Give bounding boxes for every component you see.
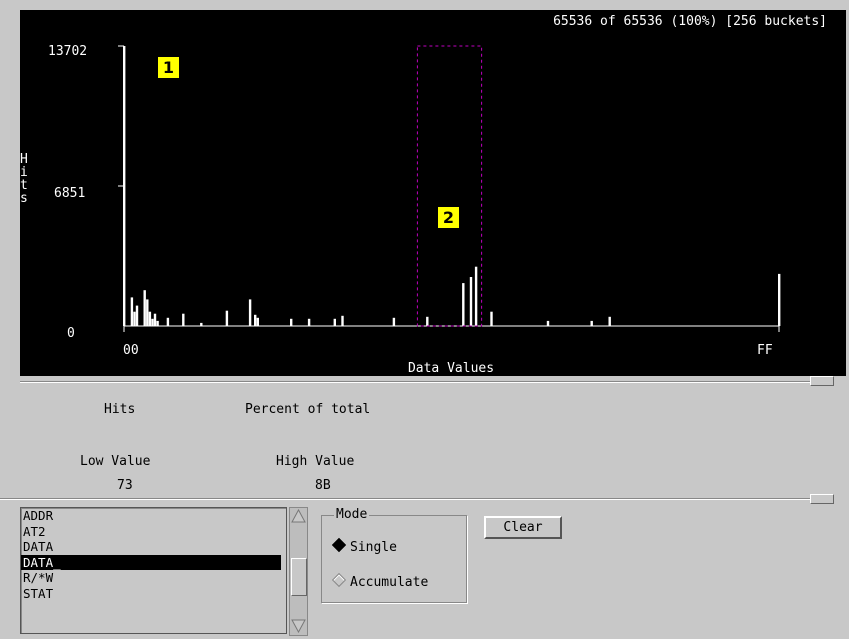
divider-top [20,381,810,382]
histogram-bar [166,317,170,326]
list-item-at2[interactable]: AT2 [23,523,46,539]
list-item-addr[interactable]: ADDR [23,508,54,523]
histogram-bar [490,311,493,326]
histogram-bar [248,299,252,326]
y-axis-label-s: s [20,191,28,206]
radio-accumulate-label: Accumulate [350,575,429,590]
histogram-bar [153,313,157,326]
marker-2[interactable]: 2 [438,207,459,228]
y-tick-label-zero: 0 [67,326,75,341]
chart-axes [118,45,780,332]
histogram-bar [225,310,229,326]
hits-label: Hits [104,402,136,417]
histogram-bar [333,318,336,326]
histogram-bar [546,320,550,326]
chart-title: 65536 of 65536 (100%) [256 buckets] [553,14,827,29]
histogram-bar [254,314,257,326]
histogram-bar [469,277,473,326]
histogram-bars [123,46,781,326]
list-scrollbar[interactable] [289,507,308,636]
high-value: 8B [315,478,331,493]
histogram-bar [474,266,478,326]
mode-title: Mode [334,507,370,522]
histogram-bar [133,311,136,326]
scrollbar-thumb[interactable] [291,558,307,596]
low-value: 73 [117,478,133,493]
divider-bottom [0,498,810,499]
list-item-rw[interactable]: R/*W [23,570,54,585]
y-axis-label-t: t [20,178,28,193]
histogram-bar [123,46,126,326]
y-tick-label-mid: 6851 [54,186,85,201]
high-value-label: High Value [276,454,355,469]
histogram-bar [608,316,611,326]
histogram-bar [156,320,159,326]
histogram-bar [130,297,134,326]
divider-top-light [20,382,810,383]
list-item-data[interactable]: DATA [23,539,54,554]
histogram-bar [151,318,154,326]
histogram-bar [307,318,311,326]
x-tick-label-start: 00 [123,343,139,358]
y-axis-label-h: H [20,152,28,167]
histogram-bar [256,317,259,326]
low-value-label: Low Value [80,454,151,469]
histogram-chart: 65536 of 65536 (100%) [256 buckets] H i … [20,14,827,376]
radio-accumulate[interactable]: Accumulate [331,572,429,590]
histogram-bar [200,322,203,326]
scroll-down-arrow-icon[interactable] [291,619,306,633]
histogram-bar [462,283,465,326]
percent-label: Percent of total [245,402,371,417]
mode-group: Mode Single Accumulate [321,507,467,603]
histogram-bar [392,317,396,326]
histogram-bar [135,305,139,326]
histogram-bar [143,290,146,326]
histogram-bar [290,318,293,326]
scroll-up-arrow-icon[interactable] [291,509,306,523]
x-axis-label: Data Values [408,361,494,376]
histogram-bar [341,315,344,326]
histogram-bar [148,311,152,326]
selected-range-box[interactable] [416,45,483,327]
y-axis-label-i: i [20,165,28,180]
histogram-bar [146,299,149,326]
radio-unselected-icon [331,572,347,588]
radio-single[interactable]: Single [331,537,397,555]
radio-single-label: Single [350,540,397,555]
clear-button[interactable]: Clear [484,516,562,539]
pane-sash-bottom[interactable] [810,494,834,504]
list-item-data-underscore[interactable]: DATA_ [21,554,281,570]
list-item-stat[interactable]: STAT [23,585,54,601]
marker-1[interactable]: 1 [158,57,179,78]
bus-label-list[interactable]: ADDR AT2 DATA DATA_ R/*W STAT [20,507,287,634]
y-tick-label-max: 13702 [48,44,87,59]
histogram-bar [426,316,429,326]
histogram-bar [182,313,185,326]
radio-selected-icon [331,537,347,553]
pane-sash-top[interactable] [810,376,834,386]
x-tick-label-end: FF [757,343,773,358]
histogram-panel: 65536 of 65536 (100%) [256 buckets] H i … [20,10,846,376]
histogram-bar [590,320,593,326]
divider-bottom-light [0,499,810,500]
histogram-bar [778,273,781,326]
